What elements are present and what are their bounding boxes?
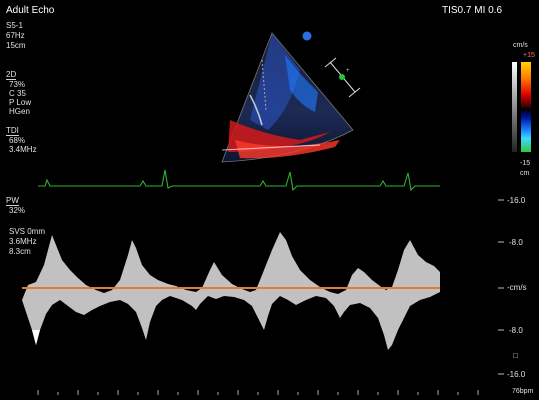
time-axis-ticks [37, 390, 479, 395]
params-pw-depth: 8.3cm [9, 247, 31, 256]
params-pw-sv: SVS 0mm [9, 227, 46, 236]
params-2d-p: P Low [9, 98, 32, 107]
echo-sector-image [221, 32, 354, 163]
params-pw-title: PW [6, 196, 19, 206]
velocity-scale-ticks [498, 199, 504, 375]
velocity-label-top: -16.0 [507, 196, 526, 205]
ecg-trace [38, 169, 440, 192]
velocity-label-bottom: -16.0 [507, 370, 526, 379]
sample-volume-gate-icon[interactable]: + [324, 57, 361, 98]
tis-mi-label: TIS0.7 MI 0.6 [442, 5, 503, 16]
depth-label: 15cm [6, 41, 26, 50]
color-scale-bottom-unit: cm [520, 170, 530, 177]
params-tdi-freq: 3.4MHz [9, 145, 37, 154]
velocity-label-baseline: -cm/s [507, 283, 527, 292]
params-pw-gain: 32% [9, 206, 26, 215]
params-tdi-gain: 68% [9, 136, 26, 145]
svg-text:+: + [346, 68, 350, 74]
params-2d-mode: HGen [9, 107, 30, 116]
color-scale-unit: cm/s [513, 42, 528, 49]
params-pw-freq: 3.6MHz [9, 237, 37, 246]
color-velocity-bar [521, 62, 531, 152]
grayscale-bar [512, 62, 517, 152]
color-scale-max: +15 [523, 52, 535, 59]
params-2d-gain: 73% [9, 80, 26, 89]
params-tdi-title: TDI [6, 126, 19, 136]
heart-rate-label: 76bpm [512, 388, 534, 395]
probe-label: S5-1 [6, 21, 23, 30]
square-marker-icon: □ [513, 351, 518, 360]
velocity-label-upper: -8.0 [509, 238, 523, 247]
frame-rate-label: 67Hz [6, 31, 25, 40]
doppler-spectrum [22, 232, 440, 350]
params-2d-title: 2D [6, 70, 17, 80]
mode-label: Adult Echo [6, 5, 55, 16]
velocity-label-lower: -8.0 [509, 326, 523, 335]
params-2d-c: C 35 [9, 89, 26, 98]
probe-orientation-icon [302, 31, 312, 41]
color-scale-min: -15 [520, 160, 531, 167]
